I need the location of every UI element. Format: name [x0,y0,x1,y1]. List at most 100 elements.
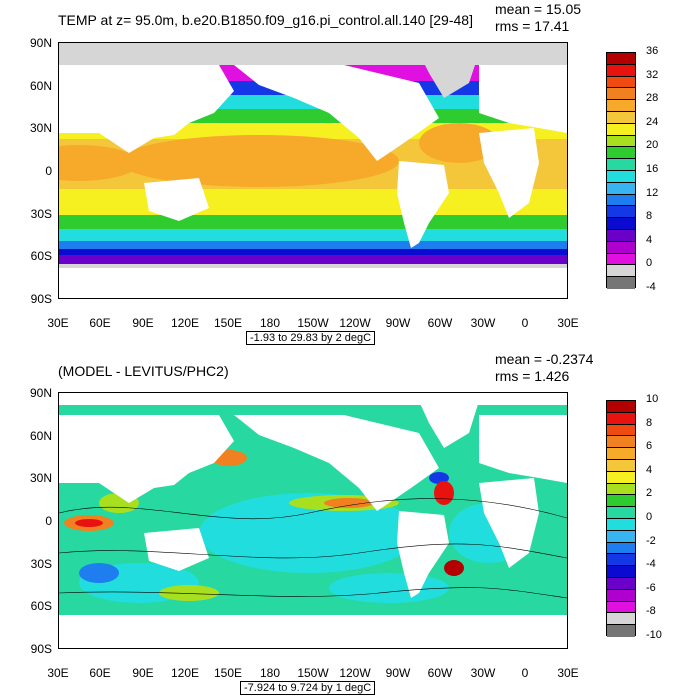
bottom-panel: (MODEL - LEVITUS/PHC2) mean = -0.2374 rm… [0,350,700,700]
top-ylabel-30s: 30S [30,207,52,221]
colorbar-label: 0 [646,257,653,270]
bottom-xlabel: 60E [89,666,111,680]
top-range-label: -1.93 to 29.83 by 2 degC [246,331,376,345]
colorbar-swatch [607,530,635,543]
bottom-xlabel: 60W [427,666,453,680]
colorbar-label: 2 [646,487,653,500]
colorbar-label: 6 [646,440,653,453]
top-xlabel: 120E [170,316,200,330]
colorbar-swatch [607,100,635,112]
bottom-colorbar [606,400,636,637]
colorbar-swatch [607,111,635,124]
bottom-xlabel: 120W [339,666,371,680]
colorbar-swatch [607,507,635,519]
colorbar-swatch [607,277,635,289]
bottom-title: (MODEL - LEVITUS/PHC2) [58,363,229,379]
colorbar-swatch [607,147,635,160]
bottom-xlabel: 180 [259,666,281,680]
colorbar-label: -4 [646,558,656,571]
colorbar-label: 12 [646,186,659,199]
colorbar-swatch [607,424,635,437]
top-mean: mean = 15.05 [495,1,582,17]
colorbar-swatch [607,495,635,508]
colorbar-label: 4 [646,463,653,476]
bottom-xlabel: 30E [557,666,579,680]
colorbar-swatch [607,601,635,614]
colorbar-swatch [607,542,635,555]
colorbar-swatch [607,613,635,626]
top-xlabel: 120W [339,316,371,330]
colorbar-swatch [607,253,635,266]
colorbar-swatch [607,88,635,101]
bottom-xlabel: 150E [213,666,243,680]
colorbar-label: 0 [646,511,653,523]
colorbar-label: -6 [646,581,656,594]
top-xlabel: 60W [427,316,453,330]
colorbar-label: -2 [646,534,656,547]
colorbar-label: 20 [646,139,659,152]
top-ylabel-90s: 90S [30,292,52,306]
top-xlabel: 60E [89,316,111,330]
colorbar-swatch [607,64,635,77]
colorbar-swatch [607,218,635,230]
bottom-xlabel: 90E [132,666,154,680]
colorbar-label: 8 [646,416,653,429]
bottom-xlabel: 30E [47,666,69,680]
colorbar-swatch [607,76,635,89]
colorbar-swatch [607,170,635,183]
colorbar-swatch [607,483,635,496]
colorbar-label: 32 [646,68,659,81]
top-colorbar [606,52,636,289]
colorbar-swatch [607,589,635,602]
colorbar-swatch [607,448,635,460]
bottom-rms: rms = 1.426 [495,368,570,384]
bottom-mean: mean = -0.2374 [495,351,594,367]
top-xlabel: 150W [297,316,329,330]
colorbar-label: 8 [646,210,653,223]
colorbar-label: -8 [646,605,656,618]
colorbar-swatch [607,206,635,219]
top-xlabel: 30W [470,316,496,330]
bottom-ylabel-30n: 30N [29,471,52,485]
colorbar-swatch [607,401,635,413]
bottom-ylabel-60n: 60N [29,429,52,443]
colorbar-swatch [607,53,635,65]
top-xlabel: 90W [385,316,411,330]
top-xlabel: 30E [557,316,579,330]
top-rms: rms = 17.41 [495,18,570,34]
colorbar-label: 16 [646,163,659,175]
bottom-ylabel-60s: 60S [30,599,52,613]
colorbar-label: 4 [646,233,653,246]
bottom-map [59,393,567,648]
colorbar-swatch [607,554,635,567]
bottom-xlabel: 120E [170,666,200,680]
colorbar-label: -10 [646,629,662,641]
bottom-xlabel: 30W [470,666,496,680]
colorbar-swatch [607,459,635,472]
top-xlabel: 150E [213,316,243,330]
top-map [59,43,567,298]
colorbar-swatch [607,194,635,207]
top-xlabel: 90E [132,316,154,330]
top-xlabel: 180 [259,316,281,330]
top-title: TEMP at z= 95.0m, b.e20.B1850.f09_g16.pi… [58,12,473,28]
colorbar-label: 28 [646,92,659,105]
colorbar-label: 24 [646,115,659,128]
bottom-map-plot [58,392,568,649]
colorbar-swatch [607,265,635,278]
colorbar-swatch [607,135,635,148]
colorbar-swatch [607,518,635,531]
colorbar-swatch [607,241,635,254]
top-panel: TEMP at z= 95.0m, b.e20.B1850.f09_g16.pi… [29,1,659,345]
top-xlabel: 0 [521,316,529,330]
bottom-xlabel: 90W [385,666,411,680]
colorbar-swatch [607,182,635,195]
colorbar-swatch [607,625,635,637]
top-ylabel-90n: 90N [29,36,52,50]
top-ylabel-60n: 60N [29,79,52,93]
colorbar-swatch [607,577,635,590]
bottom-ylabel-90s: 90S [30,642,52,656]
bottom-ylabel-30s: 30S [30,557,52,571]
colorbar-swatch [607,412,635,425]
bottom-ylabel-90n: 90N [29,386,52,400]
